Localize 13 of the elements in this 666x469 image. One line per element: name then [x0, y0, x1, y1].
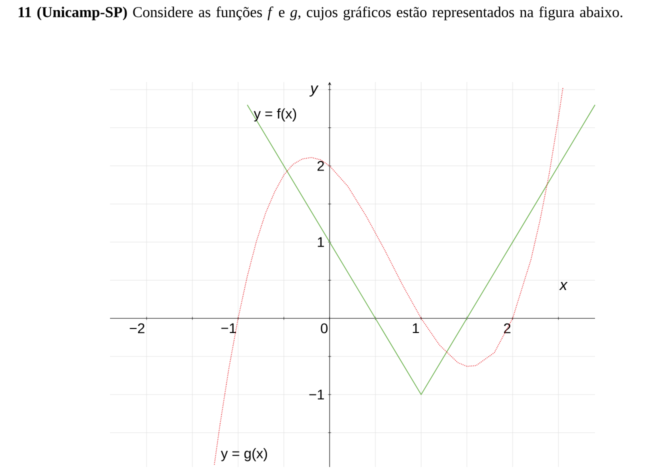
- series-label: y = g(x): [220, 448, 268, 462]
- x-tick-label: 0: [320, 323, 328, 334]
- series-label: y = f(x): [254, 108, 296, 122]
- y-tick-label: 1: [318, 237, 324, 247]
- x-tick-label: −1: [221, 323, 236, 333]
- x-tick-label: 2: [504, 323, 510, 334]
- y-axis-title: y: [309, 86, 319, 97]
- y-tick-label: −1: [309, 390, 324, 400]
- y-tick-label: 2: [318, 160, 324, 171]
- x-tick-label: −2: [130, 323, 144, 334]
- x-tick-label: 1: [412, 323, 419, 333]
- chart-title: 11 (Unicamp-SP) Considere as funções f e g, cujos gráficos estão representados na figura abaixo.: [18, 6, 622, 20]
- x-axis-title: x: [559, 282, 568, 290]
